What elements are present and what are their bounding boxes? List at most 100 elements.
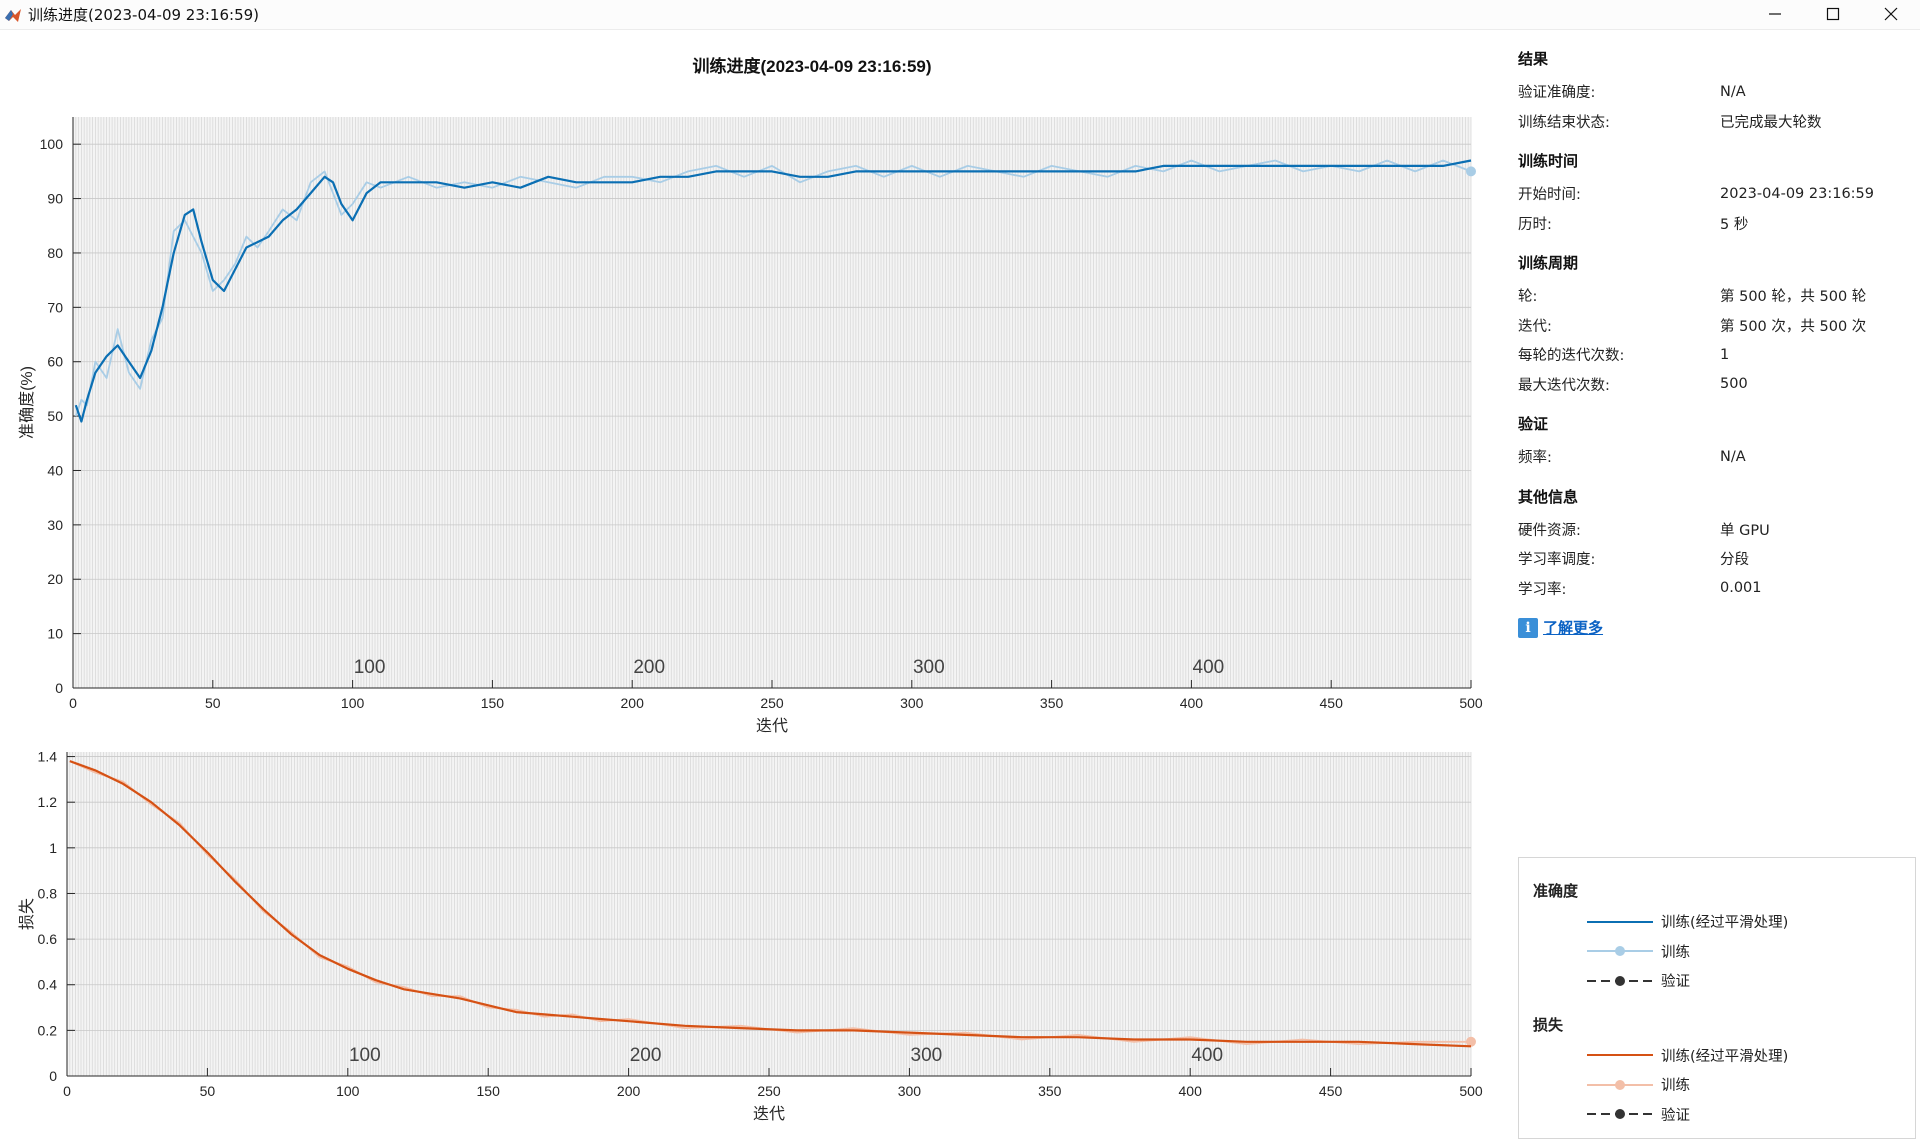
x-tick-label: 200 — [621, 695, 645, 711]
y-tick-label: 1.2 — [38, 794, 58, 810]
x-tick-label: 300 — [900, 695, 924, 711]
x-tick-label: 0 — [63, 1083, 71, 1099]
training-time-heading: 训练时间 — [1518, 152, 1579, 170]
legend-item: 验证 — [1533, 1100, 1901, 1130]
y-tick-label: 70 — [47, 299, 63, 315]
epoch-label: 300 — [911, 1045, 943, 1066]
info-value: 500 — [1720, 376, 1748, 393]
maximize-button[interactable] — [1804, 0, 1862, 28]
info-row: 学习率调度: 分段 — [1518, 544, 1918, 574]
x-tick-label: 500 — [1459, 695, 1483, 711]
chart-title: 训练进度(2023-04-09 23:16:59) — [692, 56, 931, 76]
x-axis-label: 迭代 — [756, 717, 788, 735]
learn-more-link[interactable]: 了解更多 — [1543, 619, 1604, 637]
epoch-label: 200 — [633, 657, 665, 678]
legend-loss-heading: 损失 — [1533, 1015, 1564, 1034]
series-smoothed-line — [69, 760, 1472, 1048]
legend-item: 训练(经过平滑处理) — [1533, 1041, 1901, 1071]
y-tick-label: 10 — [47, 626, 63, 642]
legend-item: 训练(经过平滑处理) — [1533, 907, 1901, 937]
info-row: 学习率: 0.001 — [1518, 574, 1918, 604]
series-last-point — [1466, 166, 1476, 177]
info-row: 最大迭代次数: 500 — [1518, 370, 1918, 400]
legend-item: 验证 — [1533, 966, 1901, 996]
legend-label: 训练(经过平滑处理) — [1661, 1048, 1789, 1065]
x-tick-label: 450 — [1319, 1083, 1343, 1099]
results-heading: 结果 — [1518, 50, 1549, 68]
x-tick-label: 0 — [69, 695, 77, 711]
legend-line-smoothed-icon — [1587, 1054, 1653, 1057]
y-tick-label: 60 — [47, 354, 63, 370]
y-tick-label: 0.4 — [38, 977, 58, 993]
close-button[interactable] — [1862, 0, 1920, 28]
info-value: 5 秒 — [1720, 216, 1749, 233]
iteration-grid — [72, 117, 1472, 688]
training-time-section: 训练时间 开始时间: 2023-04-09 23:16:59 历时: 5 秒 — [1518, 150, 1918, 238]
x-tick-label: 100 — [341, 695, 365, 711]
legend-panel: 准确度 训练(经过平滑处理) 训练 验证 损失 训练(经过平滑处理) 训练 验证 — [1518, 857, 1916, 1139]
epoch-label: 100 — [354, 657, 386, 678]
info-row: 迭代: 第 500 次，共 500 次 — [1518, 311, 1918, 341]
x-tick-label: 500 — [1459, 1083, 1483, 1099]
info-key: 硬件资源: — [1518, 522, 1581, 539]
info-key: 学习率调度: — [1518, 552, 1596, 569]
info-row: 每轮的迭代次数: 1 — [1518, 340, 1918, 370]
info-key: 迭代: — [1518, 318, 1552, 335]
y-tick-label: 1.4 — [38, 749, 58, 765]
x-tick-label: 400 — [1179, 1083, 1203, 1099]
other-info-heading: 其他信息 — [1518, 487, 1579, 506]
info-key: 每轮的迭代次数: — [1518, 348, 1625, 365]
legend-label: 验证 — [1661, 974, 1690, 991]
minimize-button[interactable] — [1746, 0, 1804, 28]
y-tick-label: 20 — [47, 571, 63, 587]
info-key: 历时: — [1518, 216, 1552, 233]
learn-more[interactable]: i 了解更多 — [1518, 617, 1918, 638]
info-key: 训练结束状态: — [1518, 114, 1610, 131]
legend-item: 训练 — [1533, 1070, 1901, 1100]
legend-dash-dot-icon — [1587, 1109, 1653, 1120]
info-panel: 结果 验证准确度: N/A 训练结束状态: 已完成最大轮数 训练时间 开始时间: 20… — [1518, 48, 1918, 638]
epoch-label: 400 — [1191, 1045, 1223, 1066]
accuracy-chart — [72, 117, 1476, 689]
maximize-icon — [1826, 7, 1840, 21]
epoch-label: 400 — [1193, 657, 1225, 678]
info-row: 验证准确度: N/A — [1518, 77, 1918, 107]
series-last-point — [1466, 1036, 1476, 1047]
x-tick-label: 150 — [477, 1083, 501, 1099]
iteration-grid — [66, 752, 1472, 1076]
info-row: 训练结束状态: 已完成最大轮数 — [1518, 107, 1918, 137]
matlab-icon — [5, 8, 21, 22]
info-value: 已完成最大轮数 — [1720, 114, 1822, 131]
legend-label: 训练 — [1661, 944, 1690, 961]
info-key: 最大迭代次数: — [1518, 377, 1610, 394]
y-tick-label: 0.8 — [38, 885, 58, 901]
info-value: 2023-04-09 23:16:59 — [1720, 185, 1874, 202]
info-row: 频率: N/A — [1518, 442, 1918, 472]
info-value: 分段 — [1720, 552, 1749, 569]
info-row: 硬件资源: 单 GPU — [1518, 515, 1918, 545]
y-tick-label: 0.2 — [38, 1022, 58, 1038]
y-axis-label: 损失 — [18, 898, 36, 930]
validation-section: 验证 频率: N/A — [1518, 413, 1918, 472]
x-tick-label: 350 — [1038, 1083, 1062, 1099]
info-value: 第 500 轮，共 500 轮 — [1720, 289, 1867, 306]
x-axis-label: 迭代 — [753, 1105, 785, 1123]
info-key: 轮: — [1518, 289, 1538, 306]
series-raw-line — [74, 159, 1472, 417]
y-tick-label: 50 — [47, 408, 63, 424]
y-axis-label: 准确度(%) — [18, 366, 36, 439]
legend-line-dot-icon — [1587, 946, 1653, 957]
y-tick-label: 0 — [55, 680, 63, 696]
epoch-label: 300 — [913, 657, 945, 678]
close-icon — [1884, 7, 1898, 21]
y-tick-label: 0.6 — [38, 931, 58, 947]
training-plots: 0 50 100 150 200 250 300 350 400 450 5000102030405… — [18, 56, 1483, 1123]
y-tick-label: 80 — [47, 245, 63, 261]
y-tick-label: 0 — [49, 1068, 57, 1084]
y-tick-label: 1 — [49, 840, 57, 856]
x-tick-label: 250 — [760, 695, 784, 711]
validation-heading: 验证 — [1518, 415, 1549, 433]
x-tick-label: 450 — [1320, 695, 1344, 711]
y-tick-label: 40 — [47, 462, 63, 478]
window-titlebar: 训练进度(2023-04-09 23:16:59) — [0, 0, 1920, 30]
